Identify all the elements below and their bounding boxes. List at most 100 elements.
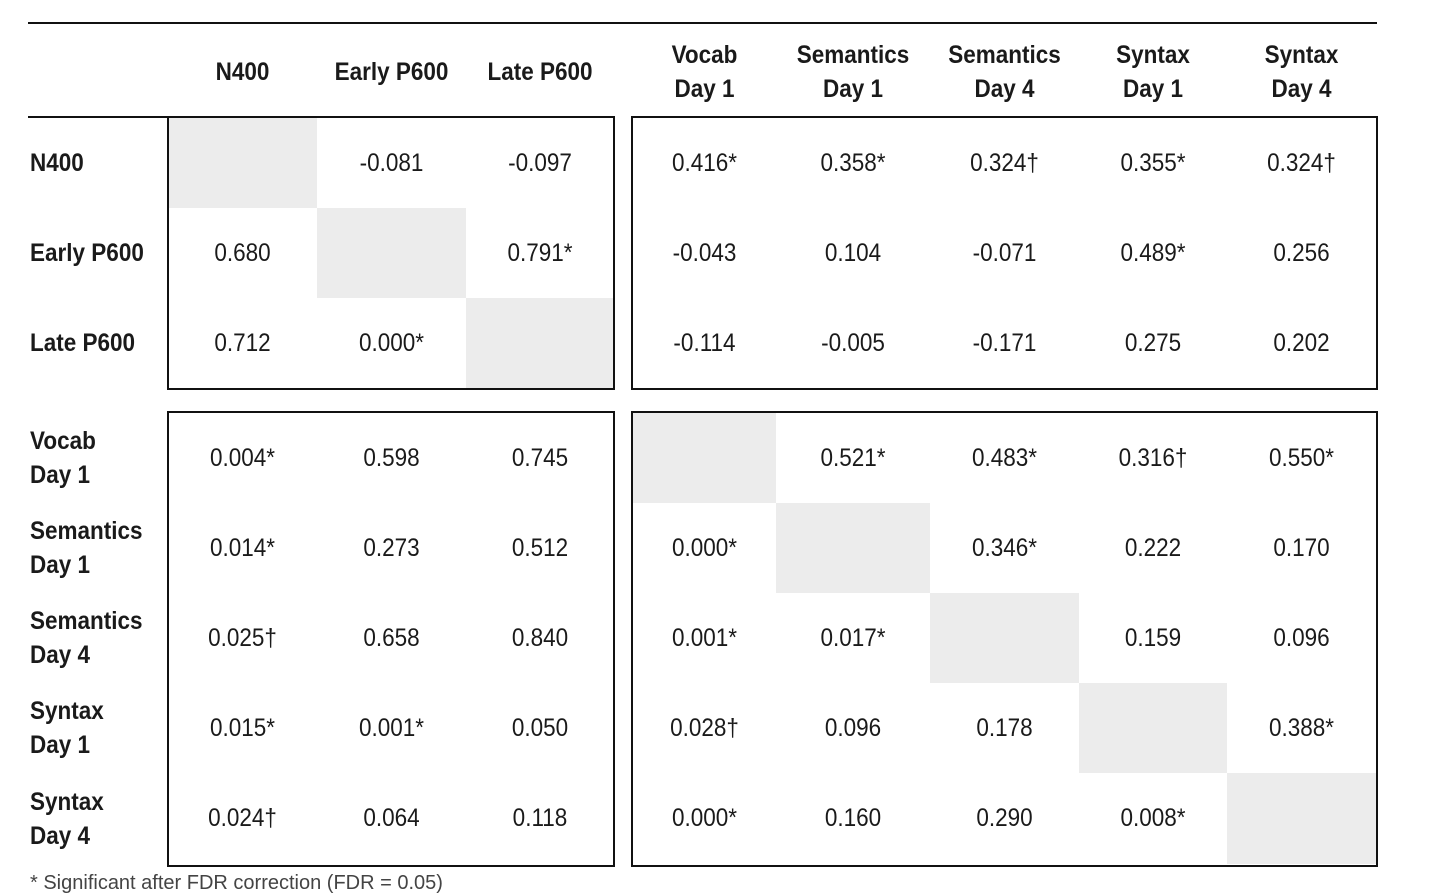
table-cell: 0.840 bbox=[511, 623, 569, 652]
table-cell: -0.043 bbox=[672, 238, 737, 267]
table-cell: 0.202 bbox=[1273, 328, 1330, 357]
column-header-semantics-day-4: Semantics Day 4 bbox=[937, 36, 1071, 108]
row-header-line: Semantics bbox=[30, 607, 143, 635]
row-header-late-p600: Late P600 bbox=[30, 298, 154, 388]
table-cell: 0.712 bbox=[214, 328, 271, 357]
row-header-line: Day 1 bbox=[30, 731, 91, 759]
table-cell: 0.028† bbox=[670, 713, 739, 742]
row-header-semantics-day-1: Semantics Day 1 bbox=[30, 503, 154, 593]
table-cell: 0.483* bbox=[971, 443, 1038, 472]
table-cell: -0.005 bbox=[821, 328, 885, 357]
table-cell: 0.001* bbox=[671, 623, 738, 652]
table-cell: 0.358* bbox=[820, 148, 886, 177]
table-cell: 0.024† bbox=[208, 804, 277, 832]
table-cell: 0.416* bbox=[671, 148, 738, 177]
table-cell: 0.015* bbox=[209, 713, 276, 742]
table-cell: 0.050 bbox=[511, 713, 569, 742]
column-header-line: Day 4 bbox=[1271, 75, 1332, 103]
diagonal-cell bbox=[1079, 683, 1227, 773]
row-header-line: Day 4 bbox=[30, 641, 91, 669]
table-cell: 0.316† bbox=[1118, 443, 1188, 472]
row-header-line: Day 4 bbox=[30, 821, 91, 850]
table-footnote: * Significant after FDR correction (FDR … bbox=[30, 872, 443, 894]
table-cell: 0.017* bbox=[820, 623, 886, 652]
row-header-line: Semantics bbox=[30, 517, 143, 545]
diagonal-cell bbox=[633, 413, 776, 503]
column-header-late-p600: Late P600 bbox=[473, 36, 606, 108]
column-header-line: Late P600 bbox=[487, 58, 593, 86]
table-cell: 0.550* bbox=[1268, 443, 1335, 472]
table-cell: 0.791* bbox=[507, 238, 573, 267]
table-cell: 0.000* bbox=[671, 804, 738, 832]
column-header-line: Early P600 bbox=[334, 58, 449, 86]
row-header-vocab-day-1: Vocab Day 1 bbox=[30, 413, 154, 503]
row-header-line: Late P600 bbox=[30, 329, 136, 357]
table-cell: 0.096 bbox=[824, 713, 882, 742]
column-header-line: Syntax bbox=[1116, 41, 1190, 69]
quadrant-box bbox=[167, 116, 615, 390]
table-cell: 0.004* bbox=[209, 443, 276, 472]
table-cell: 0.096 bbox=[1273, 623, 1330, 652]
table-cell: 0.025† bbox=[208, 623, 277, 652]
table-cell: 0.000* bbox=[671, 533, 738, 562]
table-cell: 0.680 bbox=[214, 238, 271, 267]
table-cell: 0.178 bbox=[976, 713, 1033, 742]
column-header-line: Day 1 bbox=[674, 75, 735, 103]
quadrant-box bbox=[631, 411, 1378, 867]
row-header-syntax-day-4: Syntax Day 4 bbox=[30, 773, 154, 864]
column-header-line: Day 4 bbox=[974, 75, 1035, 103]
column-header-line: Semantics bbox=[948, 41, 1061, 69]
table-cell: 0.064 bbox=[363, 804, 420, 832]
diagonal-cell bbox=[466, 298, 614, 388]
table-cell: 0.000* bbox=[358, 328, 425, 357]
table-cell: 0.324† bbox=[1267, 148, 1336, 177]
table-cell: 0.598 bbox=[363, 443, 420, 472]
table-cell: 0.159 bbox=[1124, 623, 1182, 652]
table-cell: 0.001* bbox=[358, 713, 425, 742]
table-cell: -0.081 bbox=[359, 148, 424, 177]
column-header-line: N400 bbox=[215, 58, 270, 86]
diagonal-cell bbox=[1227, 773, 1376, 864]
diagonal-cell bbox=[317, 208, 466, 298]
row-header-line: Day 1 bbox=[30, 461, 91, 489]
table-cell: 0.014* bbox=[209, 533, 276, 562]
header-rule bbox=[28, 116, 169, 118]
column-header-vocab-day-1: Vocab Day 1 bbox=[640, 36, 769, 108]
table-cell: 0.355* bbox=[1120, 148, 1186, 177]
table-cell: -0.114 bbox=[673, 328, 736, 357]
row-header-line: Early P600 bbox=[30, 239, 144, 267]
column-header-n400: N400 bbox=[175, 36, 309, 108]
table-cell: 0.008* bbox=[1120, 804, 1186, 832]
column-header-line: Day 1 bbox=[1122, 75, 1184, 103]
table-cell: 0.104 bbox=[824, 238, 882, 267]
table-cell: 0.658 bbox=[363, 623, 420, 652]
column-header-early-p600: Early P600 bbox=[324, 36, 458, 108]
table-cell: 0.170 bbox=[1273, 533, 1330, 562]
diagonal-cell bbox=[930, 593, 1079, 683]
table-cell: 0.388* bbox=[1268, 713, 1335, 742]
column-header-line: Syntax bbox=[1264, 41, 1339, 69]
column-header-line: Vocab bbox=[671, 41, 738, 69]
row-header-line: Syntax bbox=[30, 697, 104, 725]
table-cell: 0.275 bbox=[1124, 328, 1182, 357]
table-cell: 0.324† bbox=[970, 148, 1039, 177]
table-cell: 0.256 bbox=[1273, 238, 1330, 267]
row-header-n400: N400 bbox=[30, 118, 154, 208]
row-header-line: Day 1 bbox=[30, 551, 91, 579]
row-header-syntax-day-1: Syntax Day 1 bbox=[30, 683, 154, 773]
table-cell: 0.290 bbox=[976, 804, 1033, 832]
row-header-early-p600: Early P600 bbox=[30, 208, 154, 298]
table-cell: 0.489* bbox=[1120, 238, 1186, 267]
quadrant-box bbox=[631, 116, 1378, 390]
column-header-syntax-day-4: Syntax Day 4 bbox=[1234, 36, 1368, 108]
table-cell: 0.346* bbox=[971, 533, 1038, 562]
table-cell: 0.521* bbox=[820, 443, 886, 472]
table-top-rule bbox=[28, 22, 1377, 24]
row-header-line: N400 bbox=[30, 149, 84, 177]
row-header-line: Syntax bbox=[30, 787, 104, 816]
column-header-semantics-day-1: Semantics Day 1 bbox=[784, 36, 923, 108]
column-header-line: Day 1 bbox=[822, 75, 884, 103]
table-cell: 0.273 bbox=[363, 533, 420, 562]
column-header-line: Semantics bbox=[796, 41, 910, 69]
quadrant-box bbox=[167, 411, 615, 867]
